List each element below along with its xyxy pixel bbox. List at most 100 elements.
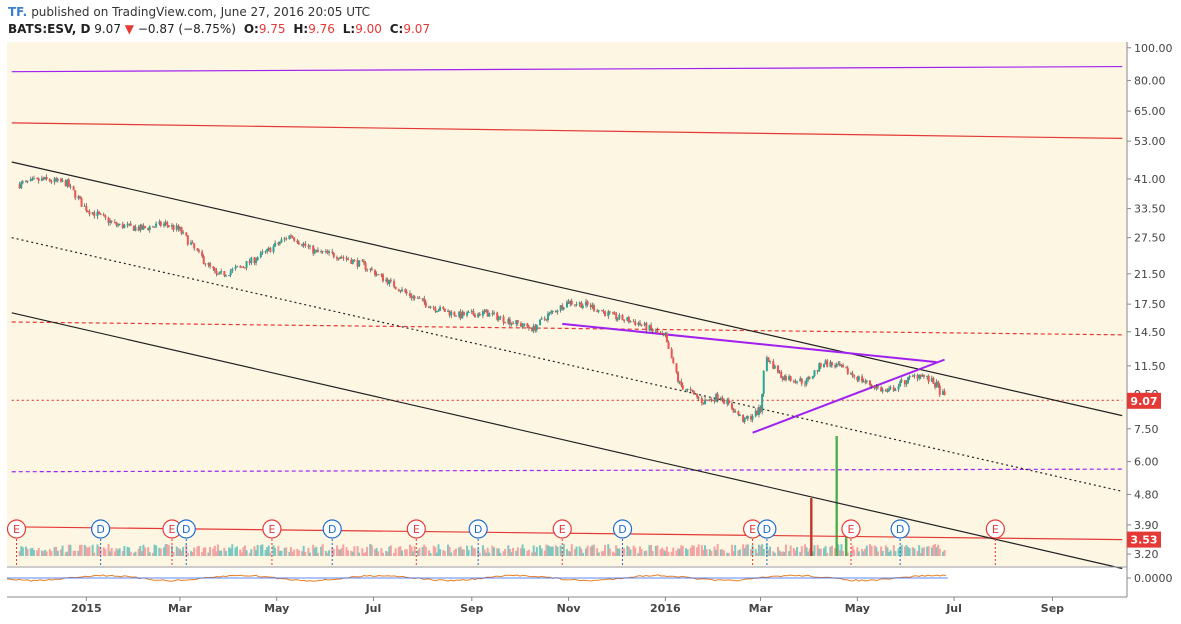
candle[interactable] <box>356 260 359 267</box>
candle[interactable] <box>437 310 440 312</box>
candle[interactable] <box>562 307 565 310</box>
candle[interactable] <box>118 223 121 225</box>
candle[interactable] <box>91 212 94 215</box>
candle[interactable] <box>857 376 860 381</box>
candle[interactable] <box>818 363 821 372</box>
candle[interactable] <box>240 266 243 268</box>
candles[interactable] <box>18 174 946 424</box>
candle[interactable] <box>808 377 811 379</box>
candle[interactable] <box>938 385 941 395</box>
candle[interactable] <box>93 212 96 217</box>
candle[interactable] <box>561 305 564 310</box>
trendline[interactable] <box>11 122 1123 139</box>
candle[interactable] <box>727 399 730 404</box>
candle[interactable] <box>486 309 489 317</box>
dividend-marker[interactable] <box>322 519 342 539</box>
candle[interactable] <box>767 357 770 362</box>
candle[interactable] <box>745 417 748 419</box>
candle[interactable] <box>190 242 193 245</box>
candle[interactable] <box>66 179 69 187</box>
candle[interactable] <box>638 322 641 325</box>
candle[interactable] <box>512 322 515 325</box>
candle[interactable] <box>916 374 919 379</box>
candle[interactable] <box>215 270 218 274</box>
candle[interactable] <box>283 238 286 240</box>
candle[interactable] <box>813 370 816 377</box>
candle[interactable] <box>53 178 56 183</box>
candle[interactable] <box>21 181 24 183</box>
candle[interactable] <box>700 398 703 403</box>
trendlines[interactable] <box>11 65 1123 570</box>
candle[interactable] <box>539 319 542 326</box>
candle[interactable] <box>934 383 937 388</box>
candle[interactable] <box>754 410 757 417</box>
candle[interactable] <box>743 417 746 422</box>
candle[interactable] <box>651 329 654 332</box>
candle[interactable] <box>894 389 897 391</box>
candle[interactable] <box>129 223 132 226</box>
candle[interactable] <box>792 380 795 382</box>
candle[interactable] <box>197 250 200 252</box>
candle[interactable] <box>259 252 262 258</box>
candle[interactable] <box>888 388 891 391</box>
candle[interactable] <box>546 313 549 320</box>
candle[interactable] <box>567 301 570 304</box>
candle[interactable] <box>943 391 946 396</box>
candle[interactable] <box>85 205 88 211</box>
candle[interactable] <box>435 311 438 313</box>
candle[interactable] <box>218 271 221 275</box>
candle[interactable] <box>293 237 296 241</box>
candle[interactable] <box>543 318 546 320</box>
candle[interactable] <box>732 408 735 413</box>
candle[interactable] <box>358 260 361 267</box>
candle[interactable] <box>899 381 902 386</box>
candle[interactable] <box>551 310 554 312</box>
candle[interactable] <box>696 394 699 398</box>
candle[interactable] <box>811 376 814 379</box>
candle[interactable] <box>147 227 150 230</box>
candle[interactable] <box>439 306 442 311</box>
candle[interactable] <box>74 190 77 199</box>
candle[interactable] <box>545 319 548 321</box>
candle[interactable] <box>98 211 101 214</box>
trendline[interactable] <box>11 312 1123 570</box>
candle[interactable] <box>416 297 419 299</box>
candle[interactable] <box>224 275 227 277</box>
candle[interactable] <box>913 374 916 376</box>
candle[interactable] <box>905 382 908 385</box>
candle[interactable] <box>326 250 329 253</box>
candle[interactable] <box>347 258 350 261</box>
candle[interactable] <box>730 403 733 409</box>
candle[interactable] <box>556 310 559 313</box>
trendline[interactable] <box>11 65 1123 73</box>
candle[interactable] <box>261 251 264 253</box>
candle[interactable] <box>429 306 432 308</box>
candle[interactable] <box>315 250 318 252</box>
candle[interactable] <box>223 271 226 276</box>
candle[interactable] <box>296 240 299 243</box>
candle[interactable] <box>151 226 154 228</box>
candle[interactable] <box>397 289 400 291</box>
candle[interactable] <box>889 387 892 389</box>
candle[interactable] <box>483 311 486 313</box>
trendline[interactable] <box>11 321 1123 336</box>
candle[interactable] <box>796 381 799 383</box>
candle[interactable] <box>842 364 845 368</box>
candle[interactable] <box>285 238 288 240</box>
candle[interactable] <box>846 367 849 375</box>
candle[interactable] <box>413 296 416 299</box>
candle[interactable] <box>128 223 131 225</box>
candle[interactable] <box>713 400 716 402</box>
candle[interactable] <box>738 414 741 416</box>
candle[interactable] <box>408 293 411 296</box>
candle[interactable] <box>822 364 825 367</box>
candle[interactable] <box>908 375 911 378</box>
candle[interactable] <box>196 248 199 251</box>
candle[interactable] <box>526 323 529 327</box>
candle[interactable] <box>615 313 618 320</box>
candle[interactable] <box>686 388 689 390</box>
candle[interactable] <box>386 279 389 285</box>
candle[interactable] <box>78 196 81 199</box>
candle[interactable] <box>102 214 105 216</box>
candle[interactable] <box>540 318 543 320</box>
